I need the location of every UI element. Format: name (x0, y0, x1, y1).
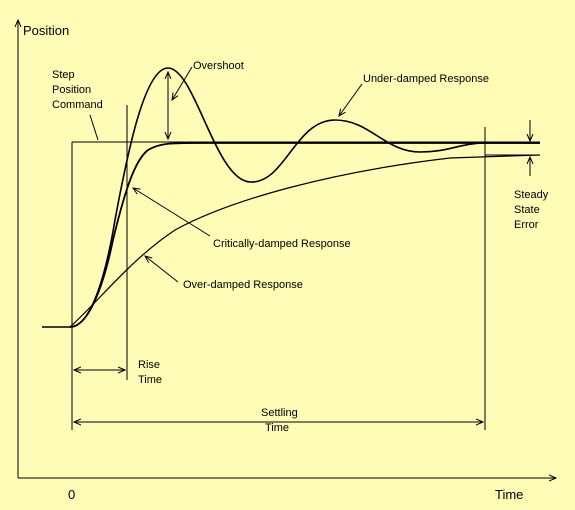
step-command-pointer (89, 114, 99, 141)
under-damped-curve (42, 67, 540, 328)
critically-damped-pointer (133, 188, 211, 237)
rise-time-label: Rise Time (138, 359, 163, 386)
under-damped-label: Under-damped Response (363, 73, 489, 85)
x-axis-label: Time (495, 487, 523, 502)
origin-label: 0 (68, 487, 75, 502)
under-damped-pointer (339, 83, 363, 116)
over-damped-curve (69, 154, 541, 328)
steady-state-error-label: Steady State Error (514, 189, 551, 231)
over-damped-label: Over-damped Response (183, 279, 303, 291)
step-command-label: Step Position Command (52, 69, 103, 111)
overshoot-label: Overshoot (193, 60, 244, 72)
critically-damped-label: Critically-damped Response (213, 238, 351, 250)
overshoot-pointer (172, 66, 193, 100)
settling-time-label: Settling Time (261, 407, 301, 434)
y-axis-label: Position (23, 23, 69, 38)
critically-damped-curve (69, 142, 540, 328)
over-damped-pointer (145, 256, 179, 283)
